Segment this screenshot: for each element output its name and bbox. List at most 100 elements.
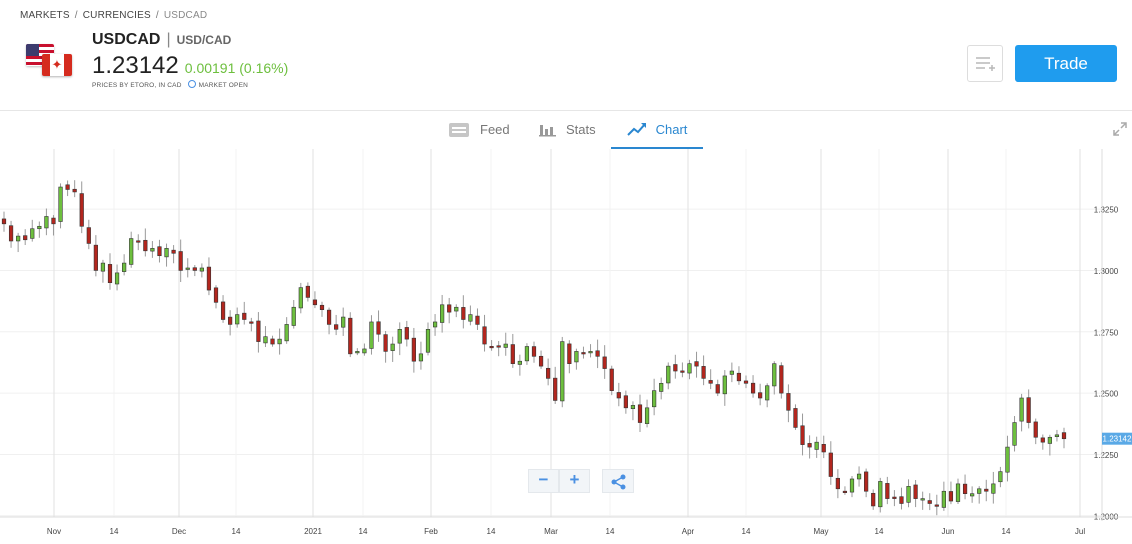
candle[interactable]: [136, 234, 141, 251]
candle[interactable]: [284, 317, 289, 344]
candle[interactable]: [263, 326, 268, 348]
candle[interactable]: [878, 477, 883, 513]
candle[interactable]: [588, 344, 593, 358]
candle[interactable]: [1054, 429, 1060, 442]
candle[interactable]: [616, 382, 621, 407]
share-button[interactable]: [602, 469, 634, 493]
tab-feed[interactable]: Feed: [449, 111, 510, 148]
candle[interactable]: [871, 489, 876, 510]
candle[interactable]: [44, 208, 49, 236]
candle[interactable]: [652, 378, 657, 416]
candle[interactable]: [970, 486, 975, 503]
candle[interactable]: [1047, 434, 1052, 456]
candle[interactable]: [178, 239, 183, 282]
candle[interactable]: [1012, 416, 1017, 452]
candle[interactable]: [1005, 435, 1010, 482]
candle[interactable]: [503, 332, 508, 356]
candle[interactable]: [538, 350, 544, 369]
candle[interactable]: [157, 239, 162, 263]
candle[interactable]: [475, 308, 480, 330]
candle[interactable]: [913, 479, 918, 508]
candle[interactable]: [673, 354, 678, 379]
candle[interactable]: [517, 354, 522, 376]
candle[interactable]: [722, 370, 727, 406]
candle[interactable]: [779, 362, 784, 399]
candle[interactable]: [984, 479, 989, 502]
candle[interactable]: [454, 304, 459, 318]
candle[interactable]: [644, 399, 650, 428]
candle[interactable]: [885, 476, 890, 505]
candle[interactable]: [440, 294, 445, 333]
candle[interactable]: [383, 330, 388, 363]
candle[interactable]: [58, 183, 63, 229]
candle[interactable]: [906, 479, 911, 508]
candle[interactable]: [955, 478, 961, 505]
candle[interactable]: [235, 307, 240, 328]
candle[interactable]: [842, 486, 848, 495]
candle[interactable]: [1040, 434, 1045, 450]
candle[interactable]: [666, 362, 671, 390]
candle[interactable]: [291, 299, 296, 329]
candle[interactable]: [637, 394, 643, 432]
candle[interactable]: [680, 362, 685, 378]
candle[interactable]: [864, 468, 869, 498]
candle[interactable]: [1033, 418, 1038, 445]
candle[interactable]: [814, 436, 819, 458]
candle[interactable]: [736, 366, 742, 385]
candle[interactable]: [927, 493, 932, 511]
candle[interactable]: [991, 471, 996, 504]
candle[interactable]: [715, 379, 720, 397]
candle[interactable]: [821, 435, 826, 459]
candle[interactable]: [447, 297, 452, 324]
candle[interactable]: [312, 291, 318, 309]
candle[interactable]: [750, 375, 756, 398]
candle[interactable]: [482, 314, 487, 352]
candle[interactable]: [941, 481, 946, 511]
breadcrumb-currencies[interactable]: CURRENCIES: [82, 10, 151, 21]
candle[interactable]: [574, 348, 579, 370]
candle[interactable]: [701, 355, 706, 386]
expand-icon[interactable]: [1113, 122, 1127, 136]
candle[interactable]: [122, 254, 127, 276]
candle[interactable]: [1061, 427, 1067, 449]
candle[interactable]: [899, 487, 904, 510]
candle[interactable]: [998, 466, 1003, 488]
candle[interactable]: [256, 312, 261, 353]
candle[interactable]: [93, 235, 98, 277]
candle[interactable]: [489, 340, 494, 351]
candle[interactable]: [531, 341, 537, 363]
candle[interactable]: [65, 180, 70, 197]
candle[interactable]: [185, 258, 190, 278]
candle[interactable]: [425, 322, 431, 356]
candle[interactable]: [524, 343, 530, 365]
candle[interactable]: [143, 228, 148, 257]
candle[interactable]: [567, 340, 572, 374]
candle[interactable]: [390, 336, 395, 362]
candle[interactable]: [602, 345, 607, 379]
candle[interactable]: [249, 317, 254, 332]
candle[interactable]: [687, 359, 692, 380]
candle[interactable]: [37, 221, 42, 238]
candle[interactable]: [362, 343, 367, 356]
candle[interactable]: [1, 211, 7, 232]
candle[interactable]: [369, 315, 374, 355]
candle[interactable]: [934, 494, 939, 516]
candle[interactable]: [496, 340, 501, 357]
candle[interactable]: [461, 295, 466, 329]
candle[interactable]: [355, 348, 360, 356]
candle[interactable]: [560, 336, 565, 408]
candle[interactable]: [793, 404, 798, 430]
candle[interactable]: [510, 333, 515, 368]
candle[interactable]: [468, 305, 473, 326]
candle[interactable]: [1026, 389, 1031, 429]
candle[interactable]: [376, 310, 381, 342]
candle[interactable]: [765, 383, 770, 408]
candle[interactable]: [708, 369, 713, 390]
candle[interactable]: [228, 310, 233, 336]
candle[interactable]: [213, 285, 219, 309]
trade-button[interactable]: Trade: [1015, 45, 1117, 82]
candle[interactable]: [807, 435, 812, 459]
candle[interactable]: [23, 229, 28, 246]
candle[interactable]: [694, 351, 699, 378]
